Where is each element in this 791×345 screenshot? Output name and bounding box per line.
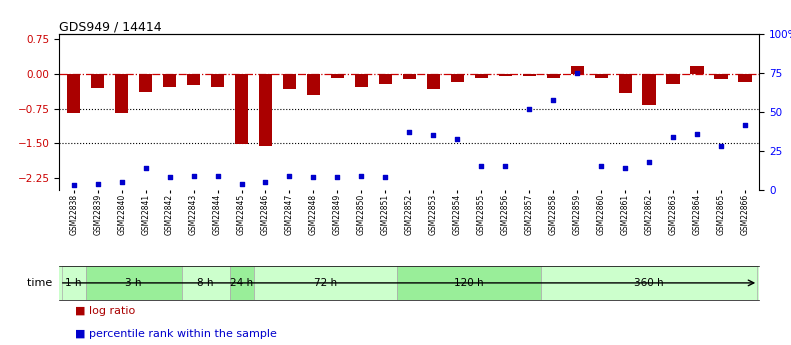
Bar — [426, 74, 440, 89]
Point — [235, 181, 248, 186]
Point — [331, 175, 344, 180]
Text: 120 h: 120 h — [455, 278, 484, 288]
Point — [523, 106, 536, 112]
Bar — [714, 74, 728, 79]
Bar — [115, 74, 128, 113]
Bar — [595, 74, 607, 78]
Bar — [498, 74, 512, 76]
Bar — [379, 74, 392, 84]
Bar — [738, 74, 751, 82]
Bar — [187, 74, 200, 86]
Point — [619, 165, 631, 171]
Bar — [397, 266, 541, 300]
Point — [307, 175, 320, 180]
Bar — [139, 74, 152, 91]
Point — [139, 165, 152, 171]
Text: 1 h: 1 h — [66, 278, 82, 288]
Text: ■ log ratio: ■ log ratio — [75, 306, 135, 316]
Point — [475, 164, 487, 169]
Point — [379, 175, 392, 180]
Point — [427, 132, 440, 138]
Bar — [91, 74, 104, 88]
Point — [187, 173, 200, 178]
Text: 3 h: 3 h — [126, 278, 142, 288]
Point — [283, 173, 296, 178]
Point — [739, 122, 751, 127]
Point — [211, 173, 224, 178]
Bar — [475, 74, 488, 78]
Point — [115, 179, 128, 185]
Bar — [523, 74, 536, 76]
Bar — [307, 74, 320, 95]
Bar — [85, 266, 182, 300]
Point — [595, 164, 607, 169]
Bar — [451, 74, 464, 82]
Point — [571, 70, 584, 76]
Bar — [211, 74, 224, 87]
Text: GDS949 / 14414: GDS949 / 14414 — [59, 20, 162, 33]
Point — [163, 175, 176, 180]
Bar — [642, 74, 656, 106]
Point — [355, 173, 368, 178]
Point — [643, 159, 656, 165]
Text: 24 h: 24 h — [230, 278, 253, 288]
Bar — [331, 74, 344, 78]
Bar — [570, 66, 584, 74]
Bar — [691, 66, 704, 74]
Text: 72 h: 72 h — [314, 278, 337, 288]
Point — [403, 129, 416, 135]
Text: 360 h: 360 h — [634, 278, 664, 288]
Bar — [253, 266, 397, 300]
Bar — [283, 74, 296, 89]
Point — [691, 131, 703, 137]
Text: time: time — [27, 278, 55, 288]
Point — [547, 97, 559, 102]
Bar — [541, 266, 757, 300]
Bar — [619, 74, 632, 93]
Bar — [667, 74, 679, 84]
Bar — [547, 74, 560, 78]
Bar — [403, 74, 416, 79]
Point — [67, 182, 80, 188]
Bar — [62, 266, 85, 300]
Point — [667, 134, 679, 140]
Bar — [163, 74, 176, 87]
Text: 8 h: 8 h — [197, 278, 214, 288]
Point — [499, 164, 512, 169]
Point — [715, 144, 728, 149]
Bar — [259, 74, 272, 146]
Bar — [229, 266, 253, 300]
Point — [451, 136, 464, 141]
Text: ■ percentile rank within the sample: ■ percentile rank within the sample — [75, 329, 277, 339]
Point — [259, 179, 272, 185]
Bar — [355, 74, 368, 87]
Bar — [235, 74, 248, 144]
Bar — [67, 74, 81, 113]
Bar — [182, 266, 229, 300]
Point — [91, 181, 104, 186]
